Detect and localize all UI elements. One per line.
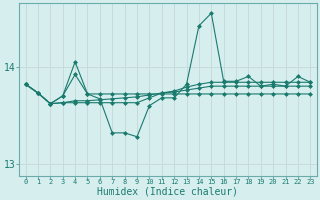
X-axis label: Humidex (Indice chaleur): Humidex (Indice chaleur) (98, 187, 238, 197)
